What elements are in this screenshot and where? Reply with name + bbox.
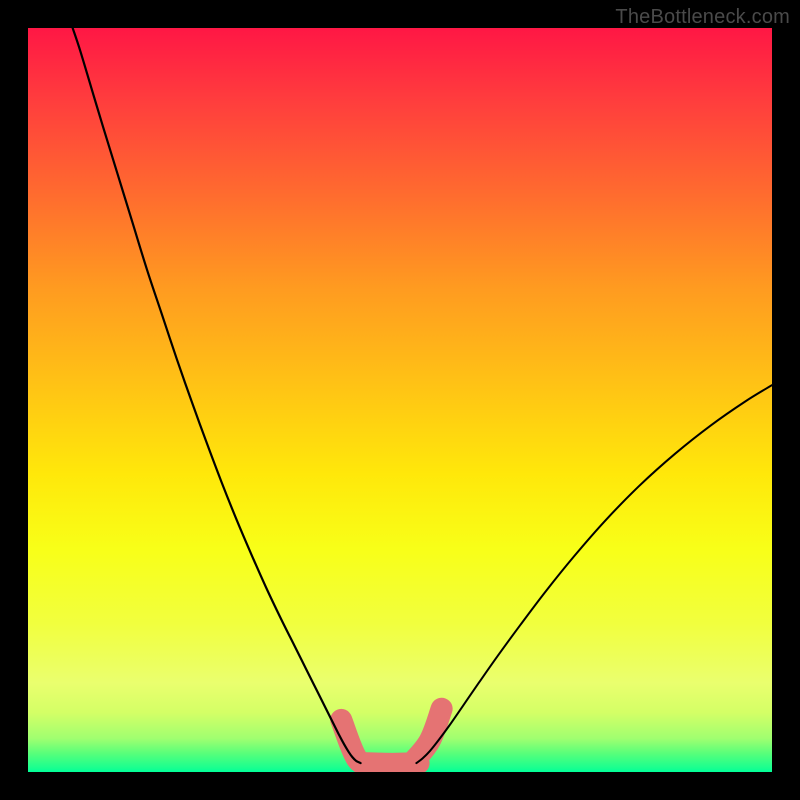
plot-black-frame <box>0 0 800 800</box>
chart-stage: TheBottleneck.com <box>0 0 800 800</box>
heatmap-gradient-background <box>28 28 772 772</box>
watermark-label: TheBottleneck.com <box>615 6 790 29</box>
bottleneck-curve-chart <box>28 28 772 772</box>
plot-gradient-area <box>28 28 772 772</box>
